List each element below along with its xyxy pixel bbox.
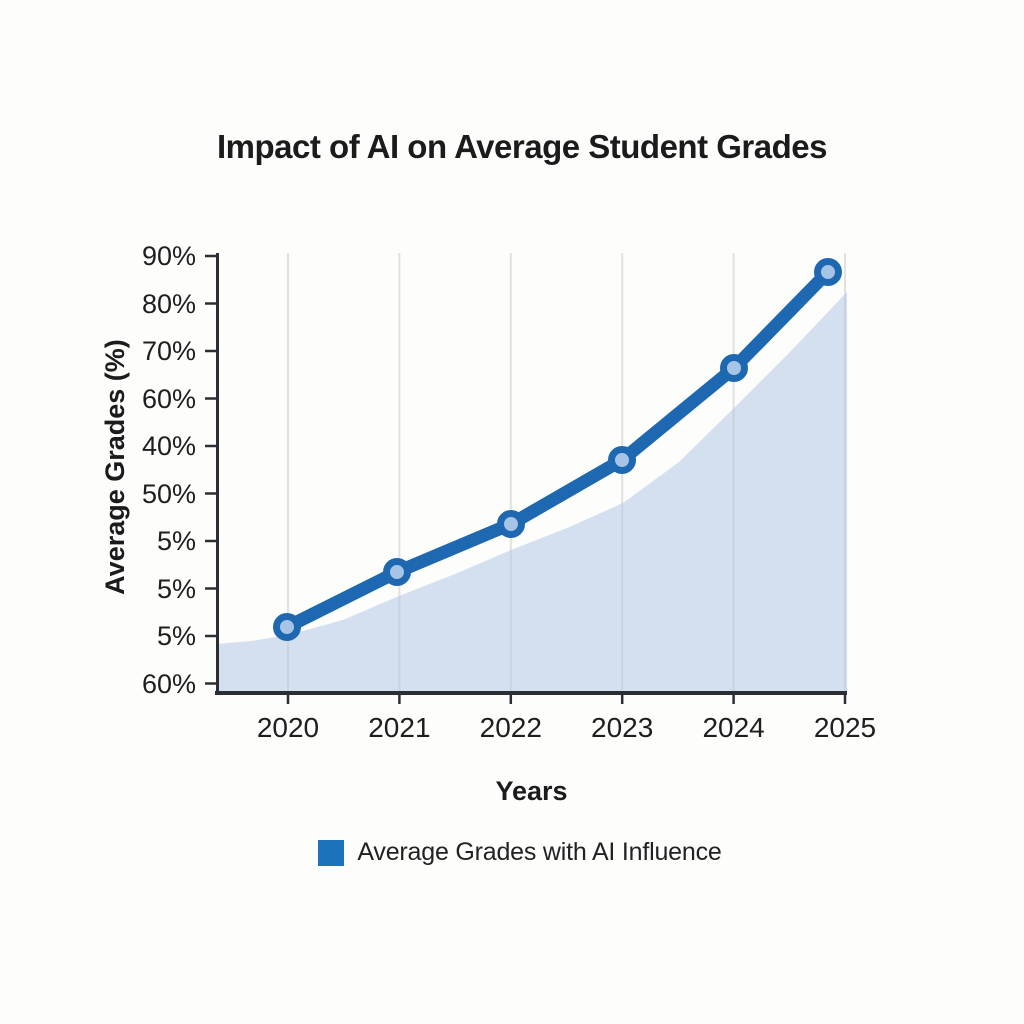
y-tick-label: 40% [141, 431, 196, 461]
x-tick-label: 2024 [702, 712, 765, 743]
x-tick-label: 2023 [591, 712, 654, 743]
legend-label: Average Grades with AI Influence [357, 838, 722, 866]
data-point-marker [383, 558, 411, 586]
area-fill [216, 292, 847, 693]
y-tick-label: 5% [156, 621, 196, 651]
y-tick-label: 60% [141, 383, 196, 414]
y-tick-label: 70% [141, 336, 196, 366]
chart-title: Impact of AI on Average Student Grades [217, 128, 827, 165]
y-axis-title: Average Grades (%) [100, 339, 130, 595]
legend-swatch-icon [318, 839, 345, 866]
data-point-marker [608, 446, 636, 474]
y-tick-label: 5% [156, 526, 196, 556]
y-tick-label: 80% [141, 288, 196, 319]
plot-area [205, 253, 847, 704]
x-tick-label: 2021 [368, 712, 431, 743]
data-point-marker [720, 354, 748, 382]
legend: Average Grades with AI Influence [0, 838, 1024, 867]
x-axis-title: Years [495, 776, 568, 806]
y-tick-label: 60% [141, 668, 196, 699]
data-line [280, 265, 835, 634]
y-tick-label: 50% [141, 478, 196, 509]
x-tick-label: 2025 [813, 712, 877, 743]
y-tick-label: 90% [141, 241, 196, 271]
data-point-marker [497, 510, 525, 538]
x-tick-label: 2022 [479, 712, 542, 743]
data-point-marker [814, 258, 842, 286]
y-tick-label: 5% [156, 573, 196, 604]
data-point-marker [273, 613, 301, 641]
x-tick-label: 2020 [256, 712, 320, 743]
chart-svg [205, 253, 847, 704]
